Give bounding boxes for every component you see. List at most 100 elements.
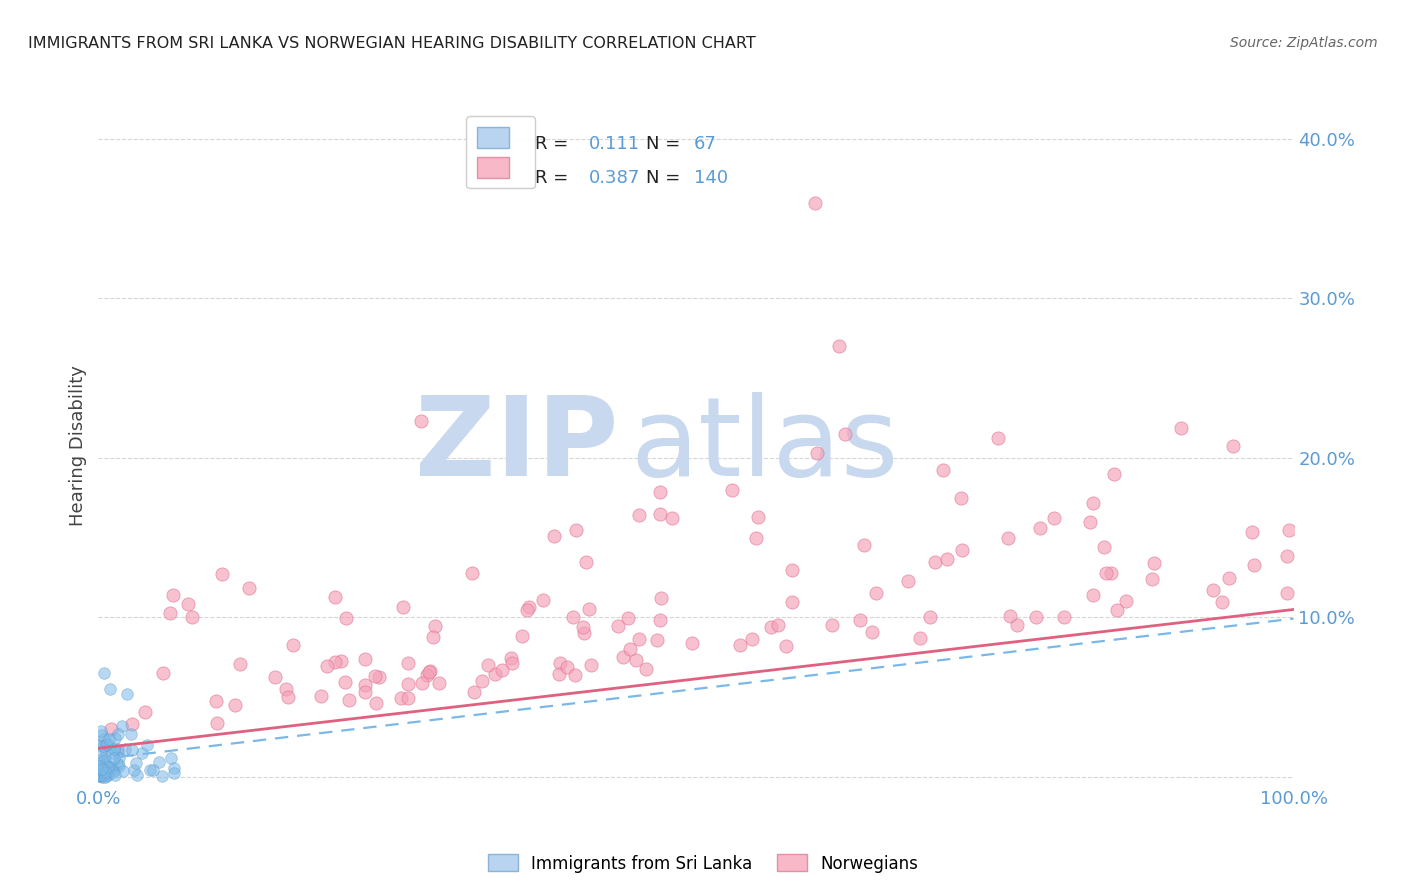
Point [477, 657, 499, 672]
Point [572, 620, 595, 634]
Point [107, 726, 129, 740]
Point [120, 727, 142, 741]
Point [89, 768, 111, 782]
Point [578, 602, 600, 616]
Point [94, 757, 117, 772]
Point [1241, 525, 1264, 540]
Point [150, 769, 173, 783]
Point [463, 684, 485, 698]
Point [142, 763, 165, 777]
Point [309, 689, 332, 703]
Point [90, 728, 112, 742]
Point [619, 642, 641, 657]
Point [834, 427, 856, 442]
Point [160, 750, 183, 764]
Point [768, 617, 790, 632]
Point [1202, 582, 1225, 597]
Point [121, 717, 143, 731]
Point [115, 687, 138, 701]
Point [517, 599, 540, 614]
Point [908, 631, 931, 645]
Point [1104, 467, 1126, 481]
Point [148, 755, 170, 769]
Point [564, 667, 586, 681]
Point [274, 682, 297, 697]
Point [1275, 549, 1298, 563]
Text: 140: 140 [693, 169, 728, 187]
Point [354, 652, 377, 666]
Point [548, 667, 571, 681]
Point [987, 431, 1010, 445]
Point [1115, 594, 1137, 608]
Point [650, 591, 672, 606]
Point [1043, 511, 1066, 525]
Point [1107, 603, 1129, 617]
Point [510, 629, 533, 643]
Point [409, 414, 432, 428]
Point [1025, 610, 1047, 624]
Point [100, 760, 122, 774]
Point [91, 751, 114, 765]
Point [98, 732, 121, 747]
Point [396, 657, 419, 671]
Point [1275, 586, 1298, 600]
Point [411, 676, 433, 690]
Point [627, 632, 650, 647]
Point [1005, 618, 1028, 632]
Point [207, 715, 229, 730]
Point [607, 619, 630, 633]
Point [628, 508, 651, 522]
Point [1092, 540, 1115, 554]
Point [93, 666, 115, 681]
Point [661, 511, 683, 525]
Point [89, 768, 111, 782]
Point [775, 639, 797, 653]
Point [263, 670, 285, 684]
Point [323, 656, 346, 670]
Point [1029, 520, 1052, 534]
Point [135, 739, 157, 753]
Point [224, 698, 246, 712]
Point [1081, 496, 1104, 510]
Point [238, 581, 260, 595]
Point [90, 724, 112, 739]
Point [91, 762, 114, 776]
Point [112, 764, 135, 779]
Point [681, 636, 703, 650]
Point [461, 566, 484, 580]
Point [125, 767, 148, 781]
Point [721, 483, 744, 497]
Point [89, 759, 111, 773]
Text: 67: 67 [693, 136, 717, 153]
Point [1170, 421, 1192, 435]
Point [181, 610, 204, 624]
Point [484, 667, 506, 681]
Point [101, 764, 124, 779]
Point [91, 765, 114, 780]
Point [624, 653, 647, 667]
Point [353, 678, 375, 692]
Point [745, 531, 768, 545]
Point [950, 542, 973, 557]
Point [425, 619, 447, 633]
Point [392, 600, 415, 615]
Point [368, 670, 391, 684]
Point [543, 529, 565, 543]
Point [162, 766, 184, 780]
Text: N =: N = [645, 136, 686, 153]
Text: N =: N = [645, 169, 686, 187]
Point [90, 743, 112, 757]
Point [581, 657, 603, 672]
Point [111, 719, 134, 733]
Point [828, 339, 851, 353]
Point [134, 705, 156, 719]
Point [634, 662, 657, 676]
Point [90, 762, 112, 776]
Point [565, 523, 588, 537]
Point [162, 588, 184, 602]
Point [396, 677, 419, 691]
Point [107, 756, 129, 771]
Point [98, 682, 122, 697]
Point [104, 731, 127, 745]
Point [100, 763, 122, 777]
